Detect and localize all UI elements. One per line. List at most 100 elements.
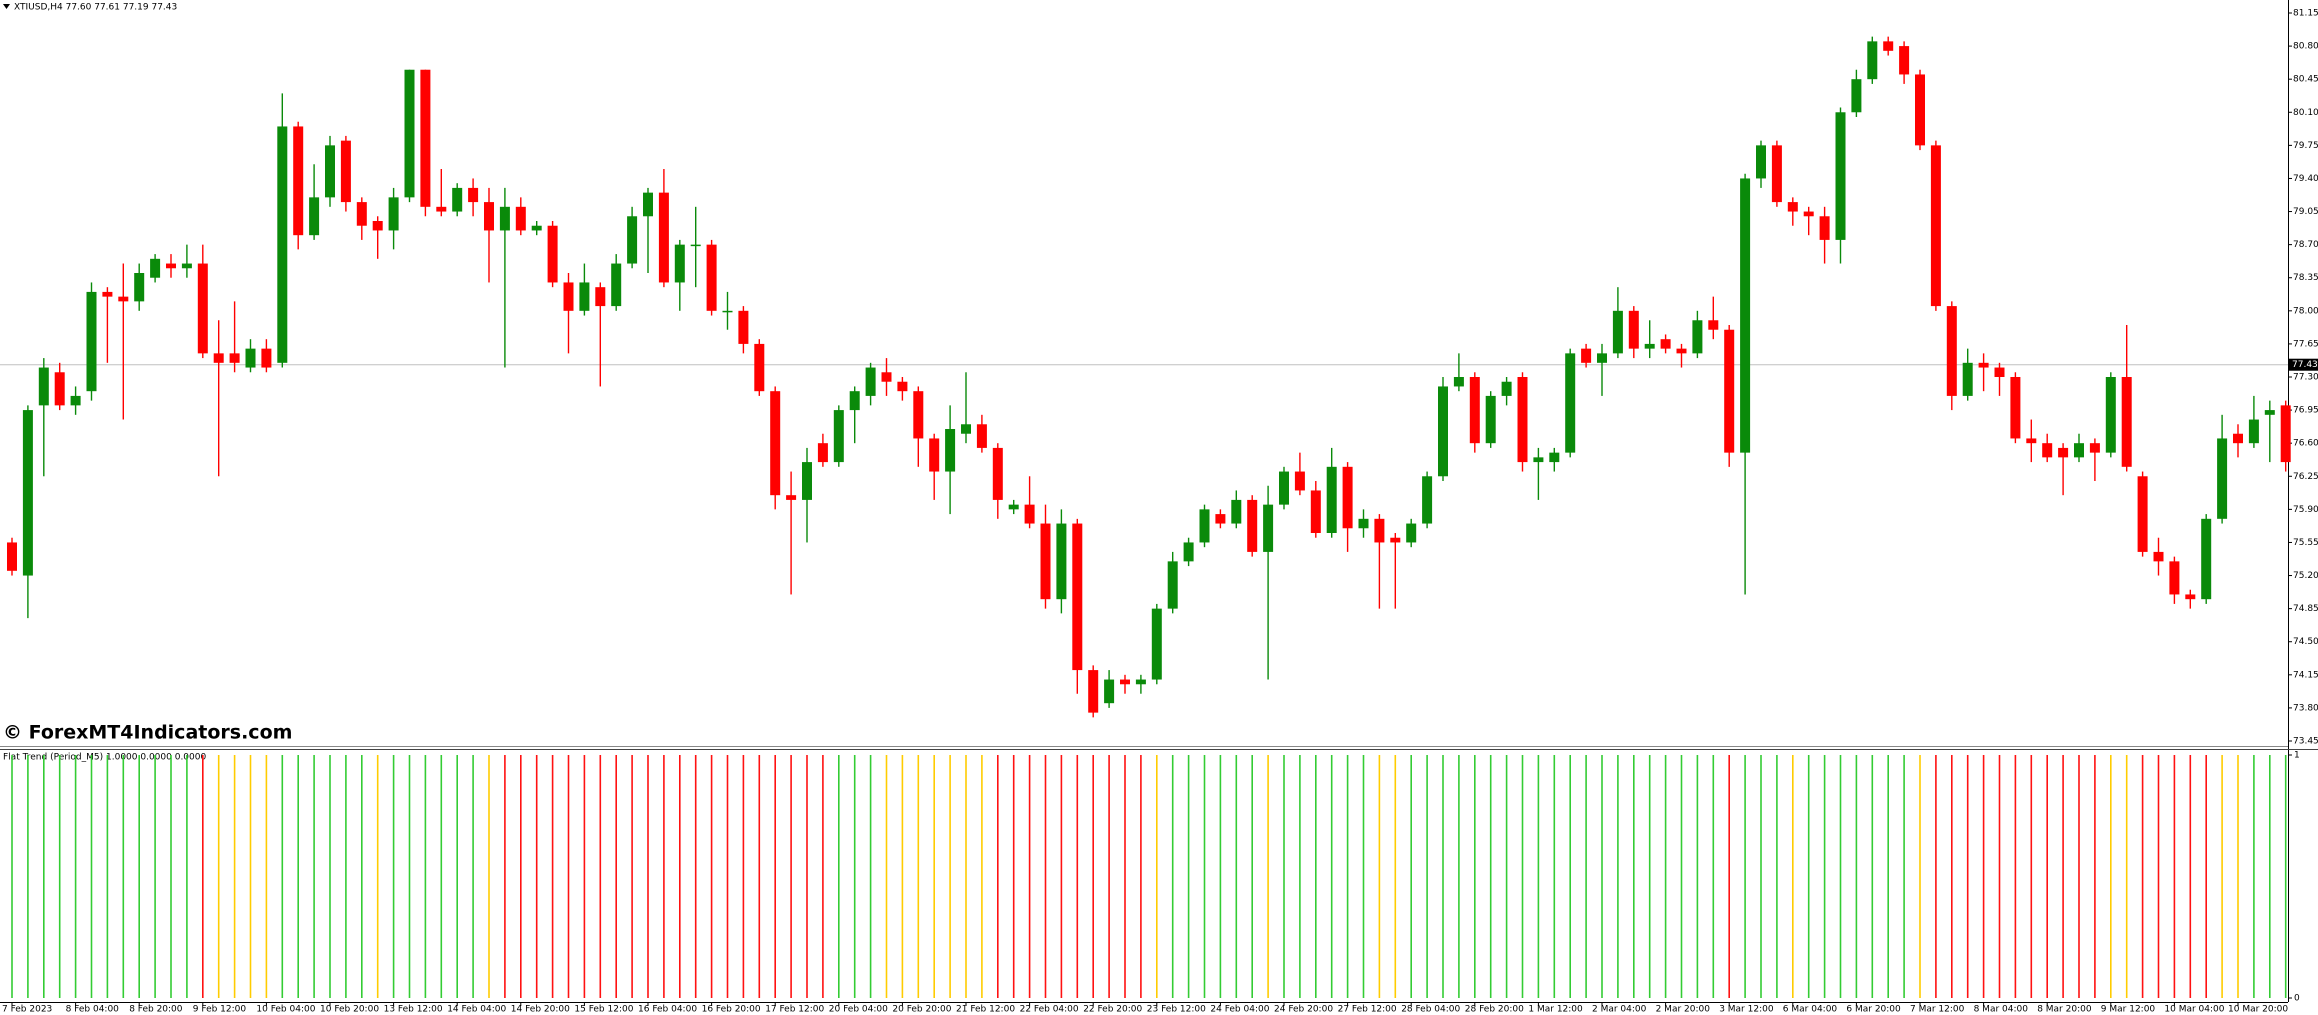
- y-tick-label: 74.15: [2293, 670, 2318, 680]
- candle-body: [1835, 112, 1846, 240]
- y-tick-label: 77.30: [2293, 373, 2318, 383]
- y-tick-label: 75.90: [2293, 505, 2318, 515]
- x-tick-label: 28 Feb 04:00: [1401, 1005, 1460, 1015]
- x-tick-label: 13 Feb 12:00: [384, 1005, 443, 1015]
- candle-body: [1612, 310, 1623, 354]
- y-tick-label: 79.75: [2293, 141, 2318, 151]
- x-tick-label: 2 Mar 20:00: [1656, 1005, 1711, 1015]
- y-tick-label: 1: [2294, 751, 2300, 761]
- candle-body: [309, 197, 320, 236]
- candle-body: [579, 282, 590, 311]
- candle-body: [913, 391, 924, 439]
- candle-body: [1708, 320, 1719, 330]
- y-tick-label: 79.40: [2293, 174, 2318, 184]
- x-tick-label: 16 Feb 04:00: [638, 1005, 697, 1015]
- candle-body: [229, 353, 240, 363]
- candle-body: [2201, 518, 2212, 600]
- candle-body: [197, 263, 208, 354]
- watermark: © ForexMT4Indicators.com: [3, 722, 292, 744]
- candle-body: [2042, 443, 2053, 458]
- candle-body: [1867, 41, 1878, 80]
- candle-body: [468, 187, 479, 203]
- candle-body: [372, 221, 383, 231]
- candle-body: [1485, 395, 1496, 444]
- candle-body: [1851, 79, 1862, 113]
- candle-body: [1390, 537, 1401, 543]
- x-tick-label: 6 Mar 04:00: [1783, 1005, 1838, 1015]
- y-tick-label: 74.85: [2293, 604, 2318, 614]
- candle-body: [436, 206, 447, 212]
- candle-body: [2089, 443, 2100, 453]
- x-tick-label: 8 Mar 04:00: [1974, 1005, 2029, 1015]
- current-price-label: 77.43: [2292, 360, 2318, 370]
- y-tick-label: 77.65: [2293, 339, 2318, 349]
- x-tick-label: 24 Feb 04:00: [1210, 1005, 1269, 1015]
- candle-body: [1310, 490, 1321, 533]
- candle-body: [706, 244, 717, 311]
- candle-body: [38, 367, 49, 406]
- candle-body: [2137, 476, 2148, 552]
- x-tick-label: 10 Feb 20:00: [320, 1005, 379, 1015]
- x-tick-label: 24 Feb 20:00: [1274, 1005, 1333, 1015]
- candle-body: [86, 291, 97, 392]
- y-tick-label: 76.60: [2293, 439, 2318, 449]
- candle-body: [1453, 377, 1464, 387]
- x-tick-label: 8 Feb 04:00: [66, 1005, 120, 1015]
- candle-body: [1438, 386, 1448, 477]
- candle-body: [961, 424, 971, 434]
- candle-body: [531, 225, 542, 231]
- x-tick-label: 20 Feb 20:00: [892, 1005, 951, 1015]
- candle-body: [1978, 362, 1989, 368]
- candle-body: [1024, 504, 1035, 524]
- candle-body: [2169, 561, 2180, 595]
- x-tick-label: 7 Mar 12:00: [1910, 1005, 1965, 1015]
- candle-body: [945, 429, 956, 472]
- candle-body: [245, 348, 256, 368]
- x-tick-label: 28 Feb 20:00: [1465, 1005, 1524, 1015]
- candle-body: [547, 225, 558, 283]
- candle-body: [2217, 438, 2228, 519]
- candle-body: [595, 287, 606, 307]
- candle-body: [1183, 542, 1194, 562]
- candle-body: [420, 69, 431, 207]
- candle-body: [897, 381, 908, 392]
- candle-body: [1151, 608, 1162, 680]
- candle-body: [1072, 523, 1083, 671]
- candle-body: [2010, 377, 2021, 439]
- candle-body: [293, 126, 304, 236]
- candle-body: [1565, 353, 1576, 453]
- candle-body: [1930, 145, 1941, 307]
- candle-body: [802, 462, 812, 500]
- candle-body: [992, 447, 1003, 500]
- candle-body: [1819, 216, 1830, 240]
- candle-body: [515, 206, 526, 231]
- y-tick-label: 81.15: [2293, 9, 2318, 19]
- candle-body: [484, 202, 494, 231]
- x-tick-label: 2 Mar 04:00: [1592, 1005, 1647, 1015]
- x-tick-label: 7 Feb 2023: [2, 1005, 52, 1015]
- candle-body: [1628, 310, 1639, 349]
- candle-body: [754, 343, 765, 392]
- candle-body: [1994, 367, 2005, 377]
- y-tick-label: 76.95: [2293, 406, 2318, 416]
- candle-body: [1962, 362, 1973, 396]
- candle-body: [340, 140, 351, 203]
- candle-body: [356, 202, 367, 226]
- candle-body: [1374, 518, 1385, 543]
- candle-body: [1549, 452, 1560, 463]
- y-tick-label: 74.50: [2293, 637, 2318, 647]
- x-tick-label: 6 Mar 20:00: [1846, 1005, 1901, 1015]
- candle-body: [2280, 405, 2291, 463]
- candle-body: [213, 353, 224, 363]
- candle-body: [1247, 499, 1258, 552]
- candle-body: [643, 192, 653, 217]
- x-tick-label: 15 Feb 12:00: [574, 1005, 633, 1015]
- candle-body: [1231, 499, 1242, 524]
- candle-body: [54, 372, 65, 406]
- y-tick-label: 75.20: [2293, 571, 2318, 581]
- candle-body: [881, 372, 892, 382]
- candle-body: [1771, 145, 1782, 203]
- candle-body: [1501, 381, 1512, 396]
